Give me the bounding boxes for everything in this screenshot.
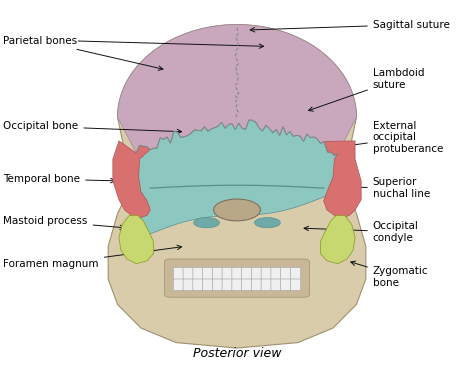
Ellipse shape [214,199,260,221]
FancyBboxPatch shape [173,268,183,280]
FancyBboxPatch shape [251,279,262,291]
Polygon shape [108,25,366,348]
Text: Lambdoid
suture: Lambdoid suture [309,68,424,111]
Text: Occipital bone: Occipital bone [3,121,182,134]
FancyBboxPatch shape [232,268,242,280]
Ellipse shape [255,218,280,228]
FancyBboxPatch shape [242,268,252,280]
FancyBboxPatch shape [281,279,291,291]
Ellipse shape [194,218,219,228]
Text: Zygomatic
bone: Zygomatic bone [351,261,428,288]
FancyBboxPatch shape [242,279,252,291]
FancyBboxPatch shape [271,268,281,280]
Text: Foramen magnum: Foramen magnum [3,245,182,269]
FancyBboxPatch shape [222,268,232,280]
FancyBboxPatch shape [193,268,203,280]
Text: Mastoid process: Mastoid process [3,216,125,230]
FancyBboxPatch shape [281,268,291,280]
FancyBboxPatch shape [193,279,203,291]
Text: External
occipital
protuberance: External occipital protuberance [283,121,443,156]
Text: Posterior view: Posterior view [193,347,281,360]
FancyBboxPatch shape [261,268,272,280]
FancyBboxPatch shape [202,279,213,291]
Polygon shape [113,141,150,218]
Text: Superior
nuchal line: Superior nuchal line [316,177,430,199]
Polygon shape [118,25,356,155]
FancyBboxPatch shape [202,268,213,280]
FancyBboxPatch shape [164,259,310,297]
Text: Parietal bones: Parietal bones [3,36,163,70]
FancyBboxPatch shape [173,279,183,291]
Text: Temporal bone: Temporal bone [3,174,115,184]
Polygon shape [324,141,361,218]
FancyBboxPatch shape [251,268,262,280]
Polygon shape [119,215,154,264]
FancyBboxPatch shape [291,279,301,291]
FancyBboxPatch shape [232,279,242,291]
FancyBboxPatch shape [212,279,223,291]
Polygon shape [320,215,355,264]
Text: Occipital
condyle: Occipital condyle [304,221,419,242]
FancyBboxPatch shape [212,268,223,280]
FancyBboxPatch shape [183,268,193,280]
Text: Sagittal suture: Sagittal suture [250,20,450,32]
FancyBboxPatch shape [222,279,232,291]
FancyBboxPatch shape [271,279,281,291]
FancyBboxPatch shape [183,279,193,291]
FancyBboxPatch shape [261,279,272,291]
Polygon shape [137,120,337,239]
FancyBboxPatch shape [291,268,301,280]
